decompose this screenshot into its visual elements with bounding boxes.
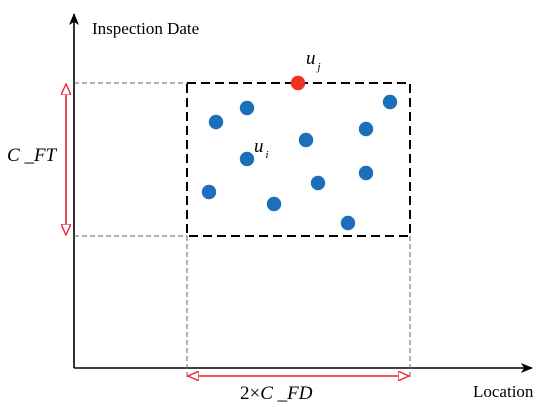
blue-point bbox=[358, 121, 374, 137]
horizontal-dimension-label: 2×C _FD bbox=[240, 383, 313, 404]
blue-point bbox=[382, 94, 398, 110]
neighbor-points bbox=[201, 94, 398, 231]
blue-point bbox=[310, 175, 326, 191]
blue-point bbox=[239, 100, 255, 116]
blue-point bbox=[340, 215, 356, 231]
blue-point bbox=[358, 165, 374, 181]
y-axis-label: Inspection Date bbox=[92, 19, 199, 38]
blue-point bbox=[201, 184, 217, 200]
blue-point bbox=[239, 151, 255, 167]
blue-point bbox=[298, 132, 314, 148]
neighborhood-window bbox=[186, 82, 411, 237]
vertical-dimension-label: C _FT bbox=[7, 145, 58, 166]
blue-point bbox=[208, 114, 224, 130]
x-axis-label: Location bbox=[473, 382, 534, 401]
target-point bbox=[290, 75, 306, 91]
blue-point bbox=[266, 196, 282, 212]
guide-lines bbox=[74, 82, 411, 380]
